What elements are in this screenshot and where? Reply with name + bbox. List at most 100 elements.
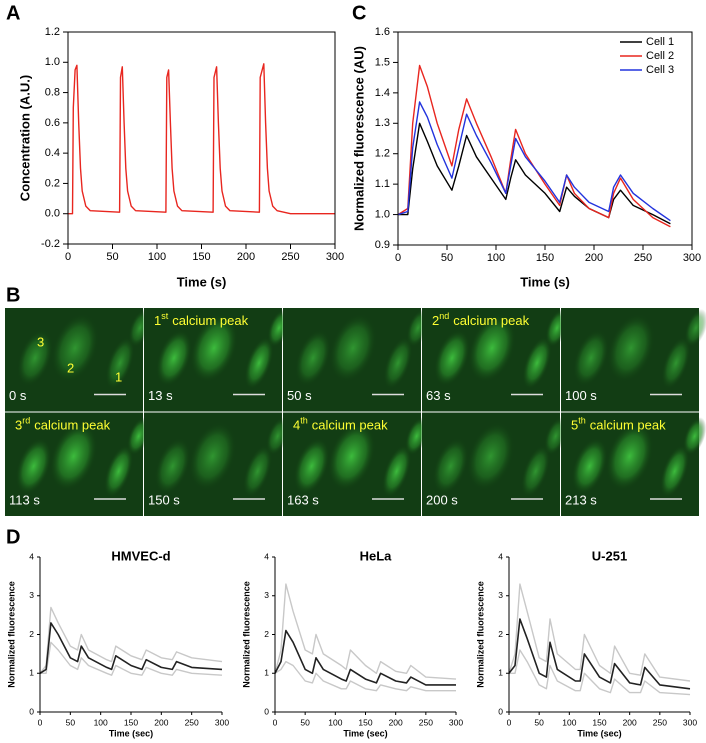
y-axis-label: Concentration (A.U.) [17, 75, 32, 201]
caption: 5th calcium peak [571, 416, 666, 433]
y-tick-label: 4 [264, 551, 269, 561]
y-tick-label: 2 [264, 629, 269, 639]
time-stamp: 113 s [9, 492, 40, 507]
caption: 1st calcium peak [154, 311, 249, 328]
x-tick-label: 50 [534, 717, 544, 727]
x-tick-label: 0 [273, 717, 278, 727]
y-tick-label: 0 [498, 706, 503, 716]
panel-label: D [6, 526, 20, 548]
x-tick-label: 300 [449, 717, 463, 727]
x-axis-label: Time (s) [177, 274, 227, 289]
caption-suffix: st [161, 311, 169, 321]
x-axis-label: Time (sec) [343, 728, 387, 738]
data-line [398, 122, 671, 225]
caption-text: calcium peak [590, 418, 666, 433]
cell-number: 2 [67, 360, 74, 375]
y-tick-label: 1 [29, 668, 34, 678]
panel-label: A [6, 2, 20, 24]
cell-blob [154, 437, 191, 495]
data-line [274, 629, 456, 686]
data-line [397, 101, 671, 222]
y-tick-label: 2 [29, 629, 34, 639]
y-tick-label: 1.6 [375, 26, 390, 38]
x-tick-label: 250 [634, 252, 652, 264]
x-tick-label: 100 [562, 717, 576, 727]
cell-blob [466, 421, 515, 491]
time-stamp: 13 s [148, 388, 173, 403]
caption: 2nd calcium peak [432, 311, 530, 328]
caption-suffix: rd [22, 416, 30, 426]
x-axis-label: Time (sec) [577, 728, 621, 738]
time-stamp: 163 s [287, 492, 319, 507]
x-tick-label: 200 [389, 717, 403, 727]
y-tick-label: 3 [498, 590, 503, 600]
legend-label: Cell 1 [646, 36, 674, 48]
data-line [274, 583, 457, 680]
data-line [68, 63, 335, 215]
cell-blob [188, 421, 237, 491]
y-tick-label: 0 [29, 706, 34, 716]
data-line [397, 64, 671, 228]
cell-number: 3 [37, 334, 44, 349]
cell-blob [520, 444, 551, 498]
caption-number: 4 [293, 418, 300, 433]
cell-blob [684, 308, 706, 348]
cell-blob [244, 336, 274, 390]
x-tick-label: 300 [683, 252, 701, 264]
y-tick-label: 0.6 [45, 117, 60, 129]
x-tick-label: 250 [281, 251, 299, 263]
time-stamp: 200 s [426, 492, 458, 507]
x-tick-label: 200 [585, 252, 603, 264]
y-axis-label: Normalized fluorescence [475, 581, 485, 688]
cell-blob [605, 421, 654, 491]
x-tick-label: 100 [94, 717, 108, 727]
microscope-image: 0 s [5, 308, 152, 412]
x-tick-label: 200 [154, 717, 168, 727]
x-tick-label: 300 [215, 717, 229, 727]
caption-text: calcium peak [34, 418, 110, 433]
y-tick-label: 0.4 [45, 147, 60, 159]
y-tick-label: 1 [264, 668, 269, 678]
caption-number: 5 [571, 418, 578, 433]
data-line [508, 583, 691, 682]
x-tick-label: 0 [38, 717, 43, 727]
caption-suffix: th [300, 416, 308, 426]
y-tick-label: 1.3 [375, 117, 390, 129]
y-tick-label: 1.0 [375, 208, 390, 220]
cell-blob [103, 444, 134, 498]
microscope-image: 113 s 3rd calcium peak [5, 412, 151, 516]
cell-blob [606, 313, 656, 383]
time-stamp: 50 s [287, 388, 312, 403]
x-tick-label: 200 [237, 251, 255, 263]
cell-blob [15, 437, 52, 495]
y-axis-label: Normalized fluorescence (AU) [351, 46, 366, 231]
time-stamp: 150 s [148, 492, 180, 507]
cell-blob [659, 444, 690, 498]
cell-blob [105, 336, 135, 390]
caption-number: 1 [154, 313, 161, 328]
x-tick-label: 50 [66, 717, 76, 727]
caption-text: calcium peak [453, 313, 529, 328]
caption: 3rd calcium peak [15, 416, 111, 433]
x-tick-label: 0 [395, 252, 401, 264]
x-tick-label: 150 [124, 717, 138, 727]
y-tick-label: 1.0 [45, 56, 60, 68]
cell-blob [155, 329, 193, 387]
cell-blob [16, 329, 54, 387]
data-line [274, 660, 456, 692]
microscope-image: 63 s 2nd calcium peak [422, 308, 569, 412]
chart-title: U-251 [592, 548, 627, 563]
cell-number: 1 [115, 369, 122, 384]
cell-blob [433, 329, 471, 387]
cell-blob [381, 444, 412, 498]
y-tick-label: 1.4 [375, 87, 390, 99]
x-tick-label: 200 [623, 717, 637, 727]
y-tick-label: 0.0 [45, 208, 60, 220]
cell-blob [661, 336, 691, 390]
caption-text: calcium peak [312, 418, 388, 433]
x-tick-label: 100 [148, 251, 166, 263]
cell-blob [189, 313, 239, 383]
y-axis-label: Normalized fluorescence [6, 581, 16, 688]
caption-number: 2 [432, 313, 439, 328]
